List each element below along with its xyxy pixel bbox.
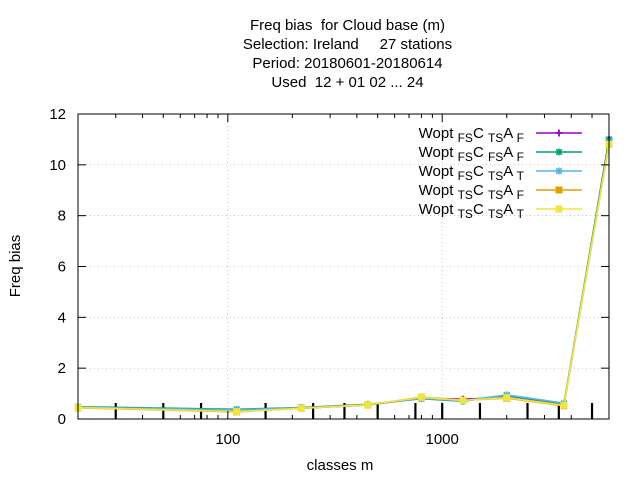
series-line bbox=[77, 139, 610, 411]
chart-title: Freq bias for Cloud base (m) Selection: … bbox=[0, 16, 640, 92]
data-point bbox=[364, 401, 372, 409]
data-point bbox=[560, 401, 568, 409]
data-point bbox=[555, 205, 563, 213]
data-point bbox=[555, 129, 563, 137]
data-point bbox=[417, 393, 425, 401]
data-point bbox=[503, 394, 511, 402]
y-tick-label: 2 bbox=[58, 360, 66, 377]
legend-entry: Wopt FSC FSA F bbox=[419, 144, 582, 164]
grid bbox=[78, 114, 609, 419]
data-point bbox=[233, 408, 241, 416]
legend-label: Wopt FSC TSA F bbox=[419, 125, 524, 145]
title-line-4: Used 12 + 01 02 ... 24 bbox=[271, 74, 424, 91]
legend-label: Wopt TSC TSA T bbox=[419, 201, 525, 221]
series-1 bbox=[74, 135, 613, 415]
title-line-1: Freq bias for Cloud base (m) bbox=[249, 17, 446, 34]
series-5 bbox=[74, 141, 613, 416]
legend-label: Wopt TSC TSA F bbox=[419, 182, 524, 202]
series-3 bbox=[74, 138, 613, 414]
legend-label: Wopt FSC TSA T bbox=[419, 163, 525, 183]
series-line bbox=[77, 144, 610, 413]
series-line bbox=[77, 141, 610, 411]
legend-label: Wopt FSC FSA F bbox=[419, 144, 524, 164]
plot-frame bbox=[77, 113, 610, 420]
title-line-3: Period: 20180601-20180614 bbox=[252, 55, 443, 72]
series-line bbox=[77, 139, 610, 413]
data-point bbox=[297, 404, 305, 412]
legend-entry: Wopt TSC TSA T bbox=[419, 201, 582, 221]
series-layer bbox=[74, 135, 613, 416]
legend-entry: Wopt FSC TSA F bbox=[419, 125, 582, 145]
x-tick-label: 100 bbox=[215, 431, 240, 448]
legend-entry: Wopt FSC TSA T bbox=[419, 163, 582, 183]
legend-entry: Wopt TSC TSA F bbox=[419, 182, 582, 202]
data-point bbox=[555, 186, 563, 194]
y-tick-label: 0 bbox=[58, 411, 66, 428]
data-point bbox=[555, 148, 563, 156]
title-line-2: Selection: Ireland 27 stations bbox=[242, 36, 453, 53]
series-line bbox=[77, 144, 610, 413]
y-axis-label: Freq bias bbox=[7, 235, 24, 298]
series-2 bbox=[74, 135, 613, 413]
y-tick-label: 6 bbox=[58, 259, 66, 276]
data-point bbox=[555, 167, 563, 175]
y-tick-label: 10 bbox=[49, 157, 66, 174]
y-tick-label: 8 bbox=[58, 208, 66, 225]
y-tick-label: 12 bbox=[49, 106, 66, 123]
x-tick-label: 1000 bbox=[426, 431, 459, 448]
y-tick-label: 4 bbox=[58, 309, 66, 326]
x-axis-label: classes m bbox=[307, 457, 374, 474]
axis-ticks: 0 2 4 6 8 10 12 100 1000 bbox=[49, 106, 609, 448]
data-point bbox=[459, 396, 467, 404]
series-4 bbox=[74, 141, 613, 416]
